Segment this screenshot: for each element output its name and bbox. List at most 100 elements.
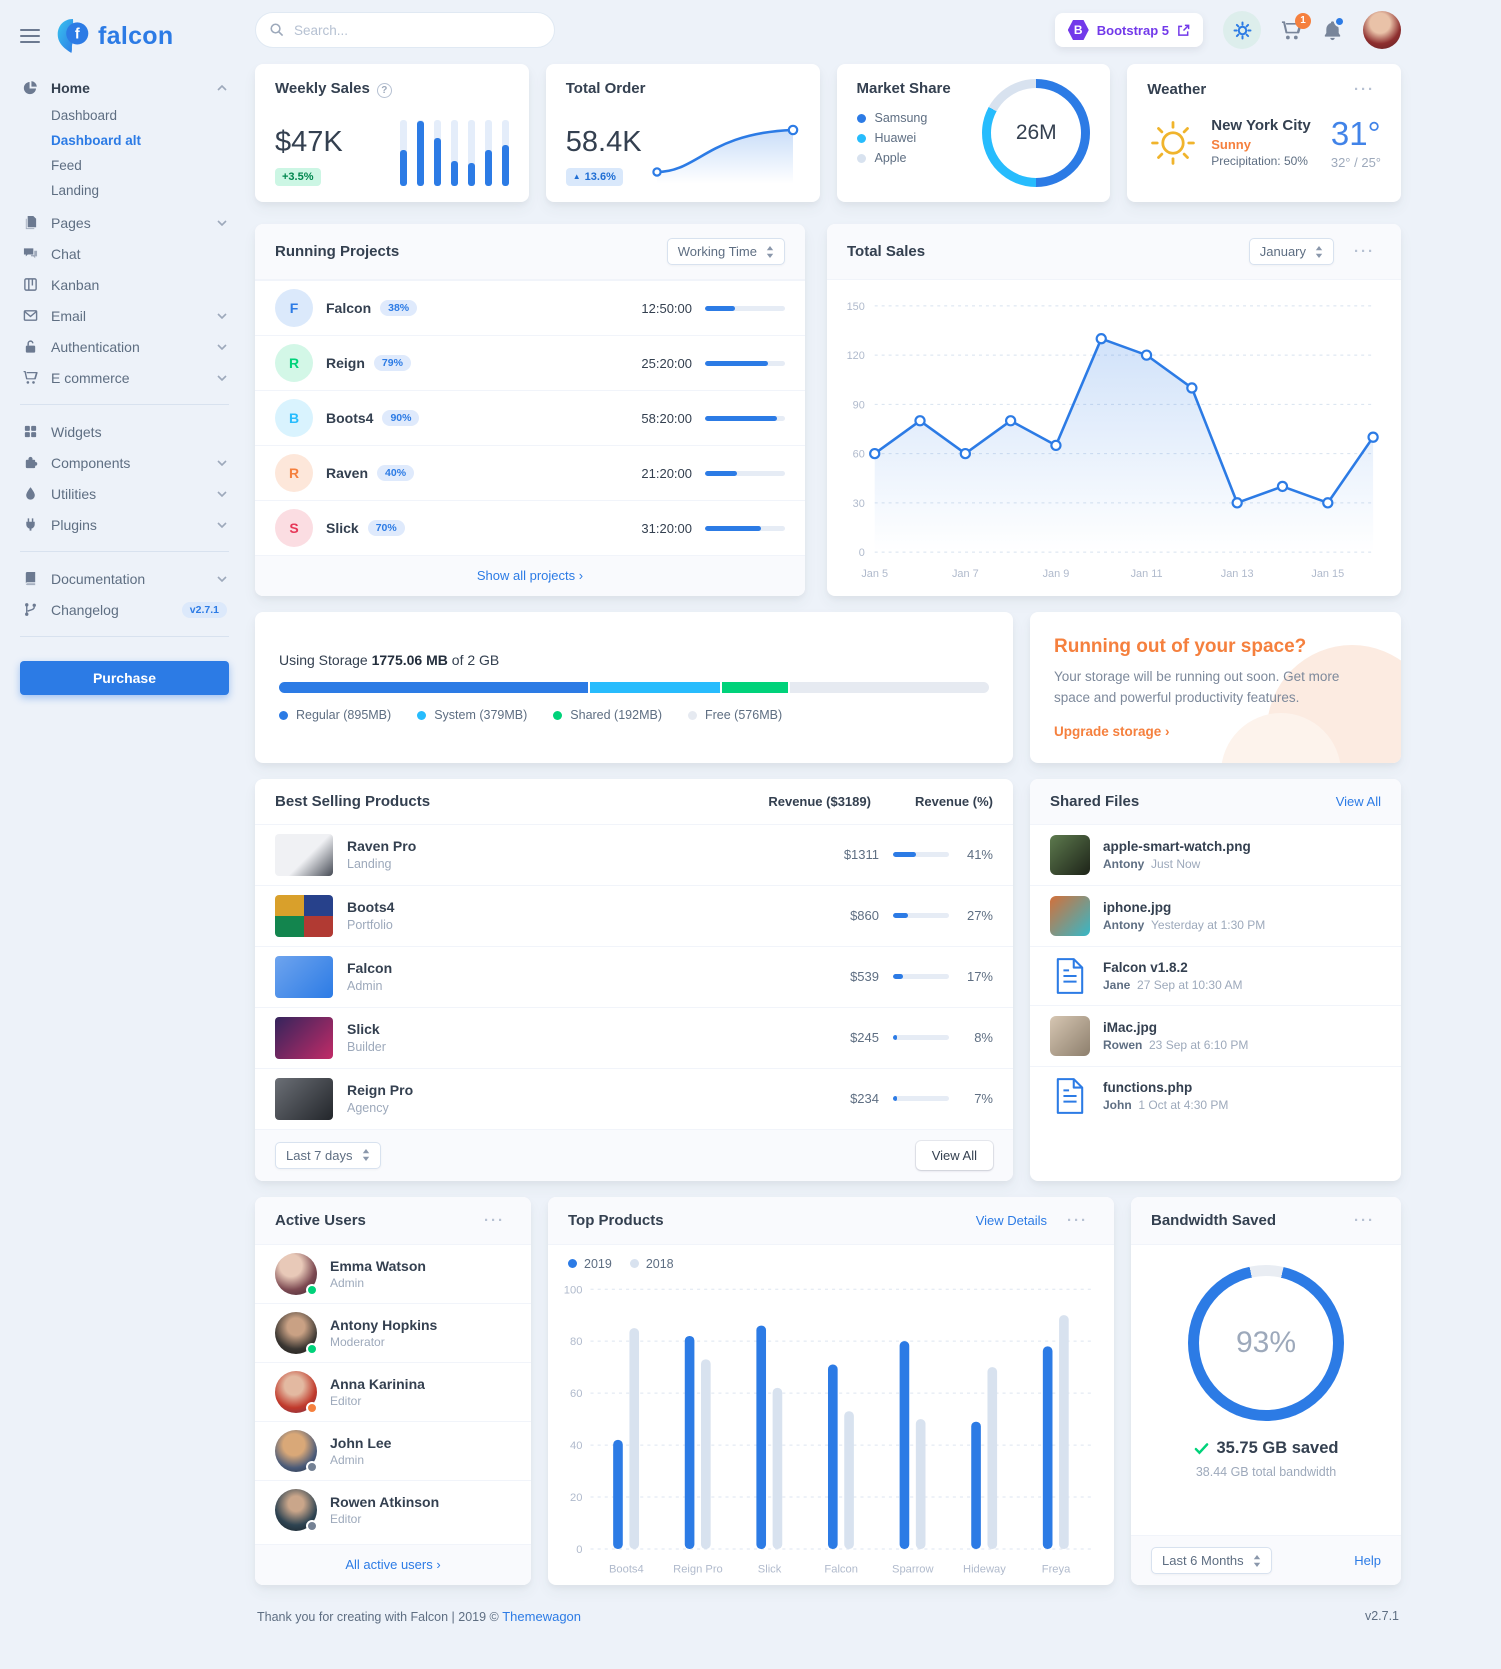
svg-text:Jan 11: Jan 11 [1131, 568, 1163, 580]
help-link[interactable]: Help [1354, 1553, 1381, 1569]
sidebar-subitem-dashboard-alt[interactable]: Dashboard alt [51, 133, 142, 148]
sidebar-subitem-dashboard[interactable]: Dashboard [51, 108, 118, 123]
bandwidth-gauge-chart: 93% [1188, 1264, 1344, 1421]
falcon-logo-icon: f [56, 18, 90, 54]
search-input[interactable] [255, 12, 555, 48]
sidebar-item-changelog[interactable]: Changelog v2.7.1 [20, 594, 229, 625]
user-row-emma-watson[interactable]: Emma Watson Admin [255, 1245, 531, 1303]
help-icon[interactable]: ? [376, 83, 392, 98]
sidebar-item-plugins[interactable]: Plugins [20, 509, 229, 540]
user-row-antony-hopkins[interactable]: Antony Hopkins Moderator [255, 1302, 531, 1362]
sidebar-item-label: Authentication [51, 338, 140, 355]
project-row-raven[interactable]: R Raven 40% 21:20:00 [255, 445, 805, 500]
sidebar-item-chat[interactable]: Chat [20, 238, 229, 269]
market-share-title: Market Share [856, 80, 951, 97]
product-row-raven-pro[interactable]: Raven Pro Landing $1311 41% [255, 823, 1013, 885]
upgrade-storage-link[interactable]: Upgrade storage › [1054, 723, 1170, 739]
product-revenue-pct: 41% [966, 847, 993, 863]
total-order-spark-chart [651, 124, 798, 184]
file-row-iphone-jpg[interactable]: iphone.jpg Antony Yesterday at 1:30 PM [1030, 884, 1401, 946]
project-avatar: F [275, 289, 313, 327]
user-row-john-lee[interactable]: John Lee Admin [255, 1420, 531, 1480]
product-row-falcon[interactable]: Falcon Admin $539 17% [255, 945, 1013, 1007]
active-users-card: Active Users ··· Emma Watson Admin Antony… [255, 1196, 531, 1586]
avatar [275, 1370, 318, 1414]
file-row-imac-jpg[interactable]: iMac.jpg Rowen 23 Sep at 6:10 PM [1030, 1004, 1401, 1066]
file-row-falcon-v1-8-2[interactable]: Falcon v1.8.2 Jane 27 Sep at 10:30 AM [1030, 945, 1401, 1005]
working-time-select[interactable]: Working Time [666, 238, 785, 265]
sidebar-item-kanban[interactable]: Kanban [20, 269, 229, 300]
user-row-anna-karinina[interactable]: Anna Karinina Editor [255, 1361, 531, 1421]
sidebar-subitem-feed[interactable]: Feed [51, 158, 82, 173]
sidebar-toggle-button[interactable] [20, 29, 40, 43]
card-menu-icon[interactable]: ··· [1348, 80, 1381, 99]
last-7-days-select[interactable]: Last 7 days [275, 1141, 381, 1169]
files-view-all-link[interactable]: View All [1335, 793, 1381, 809]
card-menu-icon[interactable]: ··· [478, 1211, 511, 1230]
product-thumbnail [275, 1077, 333, 1120]
settings-gear-icon[interactable] [1223, 11, 1261, 49]
chevron-down-icon [217, 521, 227, 528]
product-row-boots4[interactable]: Boots4 Portfolio $860 27% [255, 884, 1013, 946]
user-name: Emma Watson [330, 1257, 426, 1274]
project-name: Reign 79% [326, 355, 411, 371]
svg-text:90: 90 [853, 399, 865, 411]
project-row-falcon[interactable]: F Falcon 38% 12:50:00 [255, 280, 805, 335]
main-content: B Bootstrap 5 1 [255, 0, 1501, 1669]
storage-legend-system-379mb-: System (379MB) [417, 708, 527, 722]
product-name: Reign Pro [347, 1082, 414, 1099]
card-menu-icon[interactable]: ··· [1061, 1211, 1094, 1230]
project-progress-badge: 70% [367, 520, 405, 536]
product-revenue: $539 [850, 969, 879, 985]
chevron-down-icon [217, 490, 227, 497]
pages-icon [22, 214, 39, 231]
sidebar-item-pages[interactable]: Pages [20, 207, 229, 238]
project-progress-badge: 90% [382, 410, 420, 426]
purchase-button[interactable]: Purchase [20, 661, 229, 695]
bootstrap5-badge-button[interactable]: B Bootstrap 5 [1054, 13, 1203, 47]
notifications-bell-icon[interactable] [1322, 15, 1345, 41]
project-row-reign[interactable]: R Reign 79% 25:20:00 [255, 335, 805, 390]
chevron-down-icon [217, 575, 227, 582]
sidebar-item-e-commerce[interactable]: E commerce [20, 362, 229, 393]
legend-item-2018: 2018 [629, 1257, 674, 1271]
last-6-months-select[interactable]: Last 6 Months [1151, 1547, 1272, 1575]
product-row-reign-pro[interactable]: Reign Pro Agency $234 7% [255, 1067, 1013, 1129]
sidebar-item-authentication[interactable]: Authentication [20, 331, 229, 362]
product-row-slick[interactable]: Slick Builder $245 8% [255, 1006, 1013, 1068]
project-row-boots4[interactable]: B Boots4 90% 58:20:00 [255, 390, 805, 445]
sidebar-item-utilities[interactable]: Utilities [20, 478, 229, 509]
project-row-slick[interactable]: S Slick 70% 31:20:00 [255, 500, 805, 555]
product-name: Falcon [347, 960, 393, 977]
view-details-link[interactable]: View Details [975, 1212, 1047, 1228]
product-category: Portfolio [347, 918, 393, 933]
sidebar-item-email[interactable]: Email [20, 300, 229, 331]
card-menu-icon[interactable]: ··· [1348, 242, 1381, 261]
product-revenue-bar [893, 1035, 949, 1041]
projects-sales-row: Running Projects Working Time F Falcon 38… [255, 224, 1401, 596]
storage-legend-regular-895mb-: Regular (895MB) [279, 708, 391, 722]
users-products-bandwidth-row: Active Users ··· Emma Watson Admin Antony… [255, 1196, 1401, 1586]
sidebar-subitem-landing[interactable]: Landing [51, 183, 100, 198]
weather-condition: Sunny [1211, 137, 1251, 152]
file-row-apple-smart-watch-png[interactable]: apple-smart-watch.png Antony Just Now [1030, 825, 1401, 885]
market-share-donut-chart: 26M [982, 79, 1091, 187]
sidebar-item-components[interactable]: Components [20, 447, 229, 478]
user-row-rowen-atkinson[interactable]: Rowen Atkinson Editor [255, 1479, 531, 1539]
sidebar-item-home[interactable]: Home [20, 72, 229, 103]
card-menu-icon[interactable]: ··· [1348, 1211, 1381, 1230]
sidebar-item-documentation[interactable]: Documentation [20, 563, 229, 594]
total-sales-line-chart: 0 30 60 90 120 150 Jan 5 Jan 7 Jan 9 Jan 11 Jan 13… [847, 301, 1379, 580]
user-avatar[interactable] [1363, 11, 1401, 49]
show-all-projects-link[interactable]: Show all projects › [476, 568, 584, 583]
file-row-functions-php[interactable]: functions.php John 1 Oct at 4:30 PM [1030, 1065, 1401, 1125]
app-logo[interactable]: f falcon [56, 18, 173, 54]
month-select[interactable]: January [1248, 238, 1334, 265]
sidebar-item-widgets[interactable]: Widgets [20, 416, 229, 447]
shopping-cart-icon[interactable]: 1 [1281, 12, 1311, 41]
product-revenue: $234 [850, 1091, 879, 1107]
themewagon-link[interactable]: Themewagon [502, 1609, 582, 1625]
view-all-button[interactable]: View All [915, 1140, 993, 1170]
all-active-users-link[interactable]: All active users › [345, 1557, 441, 1573]
upgrade-storage-card: Running out of your space? Your storage … [1030, 612, 1401, 763]
